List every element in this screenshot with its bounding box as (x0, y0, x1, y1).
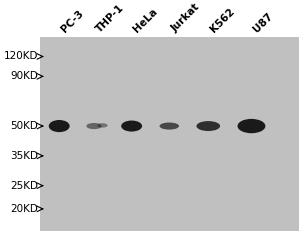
Text: HeLa: HeLa (132, 6, 160, 34)
Text: 35KD: 35KD (10, 151, 38, 161)
Text: K562: K562 (208, 6, 236, 34)
Ellipse shape (97, 123, 108, 128)
Text: 25KD: 25KD (10, 181, 38, 191)
Ellipse shape (86, 123, 102, 129)
FancyBboxPatch shape (40, 36, 299, 231)
Text: Jurkat: Jurkat (169, 2, 201, 34)
Text: 50KD: 50KD (10, 121, 38, 131)
Text: PC-3: PC-3 (59, 8, 85, 34)
Text: U87: U87 (251, 11, 275, 34)
Text: 20KD: 20KD (10, 204, 38, 214)
Ellipse shape (238, 119, 265, 133)
Ellipse shape (121, 120, 142, 132)
Ellipse shape (196, 121, 220, 131)
Ellipse shape (49, 120, 70, 132)
Text: THP-1: THP-1 (94, 2, 126, 34)
Text: 120KD: 120KD (4, 52, 38, 62)
Text: 90KD: 90KD (10, 71, 38, 81)
Ellipse shape (159, 122, 179, 130)
